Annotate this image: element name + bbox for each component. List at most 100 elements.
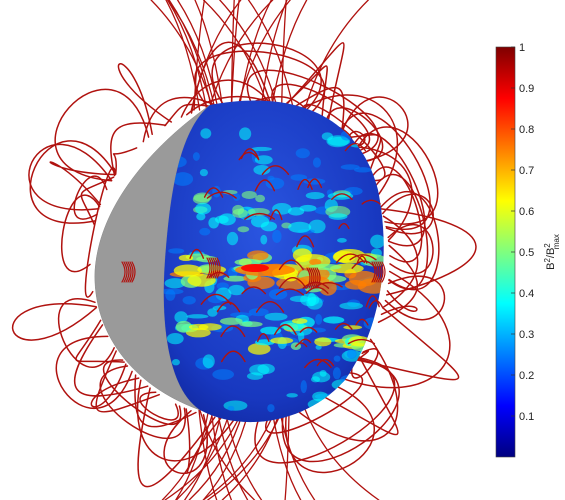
field-line <box>189 248 205 259</box>
field-line <box>75 319 125 363</box>
field-line <box>304 358 332 369</box>
field-line <box>203 187 224 198</box>
field-line <box>208 0 274 111</box>
field-line <box>216 257 221 279</box>
colorbar-label: B2/B2max <box>543 234 561 270</box>
field-line <box>190 0 242 111</box>
colorbar-tick-label: 0.4 <box>519 288 534 300</box>
surface-patch <box>312 157 322 168</box>
field-line <box>176 0 219 111</box>
field-line <box>210 409 233 500</box>
surface-patch <box>186 314 209 319</box>
field-line <box>337 96 409 164</box>
field-line <box>90 363 140 408</box>
surface-patch <box>239 127 252 141</box>
surface-patch <box>370 234 384 249</box>
surface-patch <box>250 215 270 228</box>
field-line <box>373 261 378 283</box>
field-line <box>206 257 211 279</box>
field-line <box>278 277 307 289</box>
field-line <box>271 409 302 500</box>
surface-patch <box>265 177 285 190</box>
surface-patch <box>237 226 250 233</box>
field-line <box>199 409 256 500</box>
field-line <box>381 193 434 235</box>
colorbar-tick-label: 0.2 <box>519 370 534 382</box>
surface-patch <box>185 328 211 338</box>
field-line <box>261 165 290 175</box>
field-line <box>284 409 290 500</box>
field-line <box>137 387 216 488</box>
surface-patch <box>309 258 322 266</box>
surface-patch <box>232 204 245 215</box>
surface-patch <box>333 355 341 362</box>
field-line <box>73 175 108 220</box>
field-line <box>377 261 382 283</box>
field-line <box>384 275 446 321</box>
surface-patch <box>207 308 218 317</box>
field-line <box>247 0 295 111</box>
field-line <box>304 409 380 500</box>
field-line <box>304 0 369 111</box>
field-line <box>377 244 418 323</box>
surface-patch <box>267 404 275 413</box>
field-line <box>55 335 133 409</box>
colorbar-tick-label: 0.8 <box>519 124 534 136</box>
field-line <box>275 288 304 296</box>
field-line <box>312 267 317 289</box>
surface-patch <box>308 219 326 234</box>
surface-patch <box>305 191 325 200</box>
field-line <box>355 318 369 326</box>
field-line <box>310 267 315 289</box>
surface-patch <box>241 190 257 199</box>
surface-patch <box>300 380 307 394</box>
field-line <box>238 151 260 161</box>
surface-patch <box>276 276 309 290</box>
field-line <box>278 65 328 131</box>
field-line <box>299 326 318 333</box>
field-line <box>382 215 419 308</box>
surface-patch <box>321 132 333 141</box>
surface-patch <box>219 317 243 325</box>
field-line <box>240 148 260 160</box>
colorbar-tick-label: 0.1 <box>519 411 534 423</box>
field-line <box>117 63 173 136</box>
field-line <box>307 178 323 189</box>
field-line <box>57 298 115 368</box>
field-line <box>341 146 413 242</box>
field-line <box>202 0 270 111</box>
surface-patch <box>247 343 271 355</box>
colorbar-tick-label: 0.5 <box>519 247 534 259</box>
field-line <box>54 88 150 182</box>
surface-patch <box>192 194 210 205</box>
field-line <box>134 374 197 428</box>
field-line <box>280 42 345 134</box>
surface-patch <box>288 221 312 233</box>
surface-patch <box>339 302 363 310</box>
field-line <box>380 208 477 296</box>
field-line <box>278 259 304 271</box>
field-line <box>349 254 377 261</box>
colorbar-tick-label: 1 <box>519 42 525 54</box>
surface-patch <box>260 234 268 245</box>
field-line <box>219 0 279 111</box>
surface-patch <box>249 364 270 376</box>
field-line <box>49 161 116 206</box>
field-lines-front <box>121 142 386 369</box>
surface-patch <box>354 167 372 173</box>
field-line <box>381 261 386 283</box>
field-line <box>365 295 380 308</box>
field-line <box>216 409 249 500</box>
field-line <box>238 0 272 111</box>
field-line <box>200 293 232 305</box>
surface-patch <box>226 231 239 246</box>
field-line <box>221 350 246 363</box>
field-line <box>380 290 418 316</box>
field-line <box>316 267 321 289</box>
field-line <box>270 0 308 111</box>
surface-patch <box>195 202 212 215</box>
field-line <box>356 255 368 264</box>
field-line <box>125 261 130 283</box>
field-line <box>344 142 367 152</box>
